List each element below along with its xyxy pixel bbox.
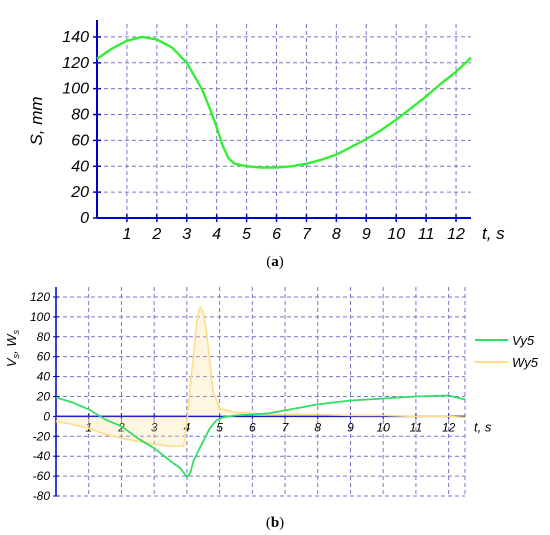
y-tick-label: 140 [62, 29, 89, 46]
x-axis-title: t, s [482, 224, 505, 243]
y-tick-label: 80 [37, 330, 51, 344]
caption-letter: b [271, 515, 279, 531]
y-tick-label: 120 [30, 290, 50, 304]
x-tick-label: 5 [216, 420, 223, 434]
x-tick-label: 10 [387, 226, 405, 243]
x-tick-label: 7 [282, 420, 290, 434]
y-tick-label: 40 [71, 158, 89, 175]
x-tick-label: 11 [418, 226, 435, 243]
y-axis-title: S, mm [27, 96, 46, 145]
y-tick-label: -60 [33, 469, 51, 483]
x-tick-label: 3 [151, 420, 158, 434]
y-title-sub: s [11, 353, 21, 358]
x-tick-label: 7 [302, 226, 312, 243]
x-tick-label: 3 [182, 226, 191, 243]
y-tick-label: 80 [71, 107, 89, 124]
caption-letter: a [271, 254, 279, 270]
x-tick-label: 9 [362, 226, 371, 243]
caption-paren: ) [279, 254, 284, 270]
caption-b: (b) [266, 515, 284, 531]
x-tick-label: 5 [242, 226, 251, 243]
y-title-part: W [4, 333, 19, 347]
series-line-Wy5 [55, 306, 466, 448]
x-tick-label: 8 [332, 226, 341, 243]
x-tick-label: 1 [122, 226, 131, 243]
x-tick-label: 4 [184, 420, 191, 434]
series-line-Vy5 [55, 394, 466, 479]
legend-label-Wy5: Wy5 [512, 355, 539, 370]
y-tick-label: 60 [71, 132, 89, 149]
y-title-sub: s [11, 329, 21, 334]
y-title-part: V [4, 357, 19, 367]
x-tick-label: 1 [85, 420, 92, 434]
legend-label-Vy5: Vy5 [512, 333, 535, 348]
x-tick-label: 2 [151, 226, 161, 243]
y-tick-label: -40 [33, 449, 51, 463]
x-tick-label: 10 [377, 420, 391, 434]
x-tick-label: 6 [272, 226, 281, 243]
x-tick-label: 9 [347, 420, 354, 434]
caption-paren: ( [266, 515, 271, 531]
x-tick-label: 12 [447, 226, 465, 243]
y-tick-label: 60 [37, 350, 51, 364]
y-tick-label: -80 [33, 489, 51, 503]
caption-a: (a) [266, 254, 284, 270]
caption-paren: ) [279, 515, 284, 531]
y-title-part: , [4, 347, 19, 354]
y-tick-label: 0 [80, 210, 89, 227]
x-tick-label: 12 [442, 420, 456, 434]
x-tick-label: 11 [410, 420, 422, 434]
x-tick-label: 4 [212, 226, 221, 243]
x-axis-title: t, s [474, 419, 492, 434]
y-tick-label: 20 [70, 184, 89, 201]
x-tick-label: 8 [314, 420, 321, 434]
y-tick-label: 20 [36, 389, 51, 403]
y-tick-label: 0 [43, 409, 50, 423]
y-tick-label: 100 [62, 81, 89, 98]
caption-paren: ( [266, 254, 271, 270]
x-tick-label: 2 [117, 420, 125, 434]
y-axis-title: Vs, Ws [4, 329, 21, 367]
chart-b-velocity-acceleration-plot: 1 2 3 4 5 6 7 8 9 10 11 12-80-60-40-200204060801001… [4, 287, 539, 531]
y-tick-label: -20 [33, 429, 51, 443]
y-tick-label: 120 [62, 55, 89, 72]
series-line-S [96, 35, 472, 169]
x-tick-label: 6 [249, 420, 256, 434]
y-tick-label: 100 [30, 310, 50, 324]
y-tick-label: 40 [37, 370, 51, 384]
